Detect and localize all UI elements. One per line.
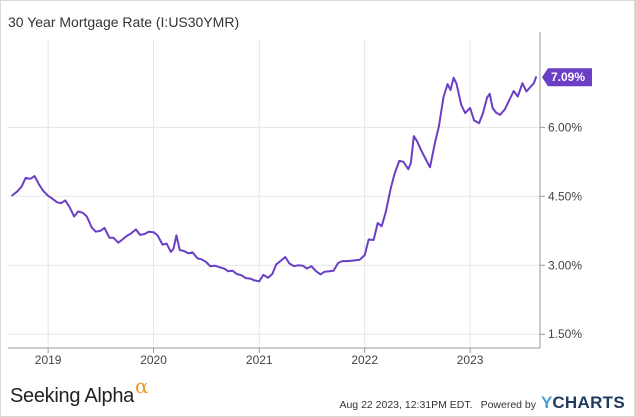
alpha-icon: α [134, 374, 149, 398]
ycharts-logo-y[interactable]: Y [541, 393, 553, 412]
series-line [11, 76, 537, 283]
gridlines [8, 40, 540, 348]
x-tick-label: 2020 [140, 353, 167, 367]
seeking-alpha-logo: Seeking Alphaα [10, 374, 149, 408]
last-value-label: 7.09% [551, 70, 585, 84]
x-tick-label: 2021 [246, 353, 273, 367]
attribution: Aug 22 2023, 12:31PM EDT. Powered by Y CH… [339, 393, 625, 413]
x-tick-label: 2019 [35, 353, 62, 367]
timestamp: Aug 22 2023, 12:31PM EDT. [339, 399, 473, 411]
chart-title: 30 Year Mortgage Rate (I:US30YMR) [8, 14, 240, 30]
y-tick-label: 1.50% [548, 327, 582, 341]
y-tick-label: 4.50% [548, 189, 582, 203]
x-tick-label: 2023 [457, 353, 484, 367]
y-axis: 1.50% 3.00% 4.50% 6.00% [539, 32, 582, 348]
seeking-alpha-wordmark: Seeking Alpha [10, 385, 134, 407]
ycharts-logo[interactable]: CHARTS [552, 393, 625, 412]
last-value-tag: 7.09% [542, 68, 592, 87]
x-axis: 2019 2020 2021 2022 2023 [8, 347, 540, 367]
last-value-tag-shape [542, 68, 592, 87]
powered-by-label: Powered by [480, 399, 537, 411]
y-tick-label: 6.00% [548, 120, 582, 134]
y-tick-label: 3.00% [548, 258, 582, 272]
x-tick-label: 2022 [351, 353, 378, 367]
